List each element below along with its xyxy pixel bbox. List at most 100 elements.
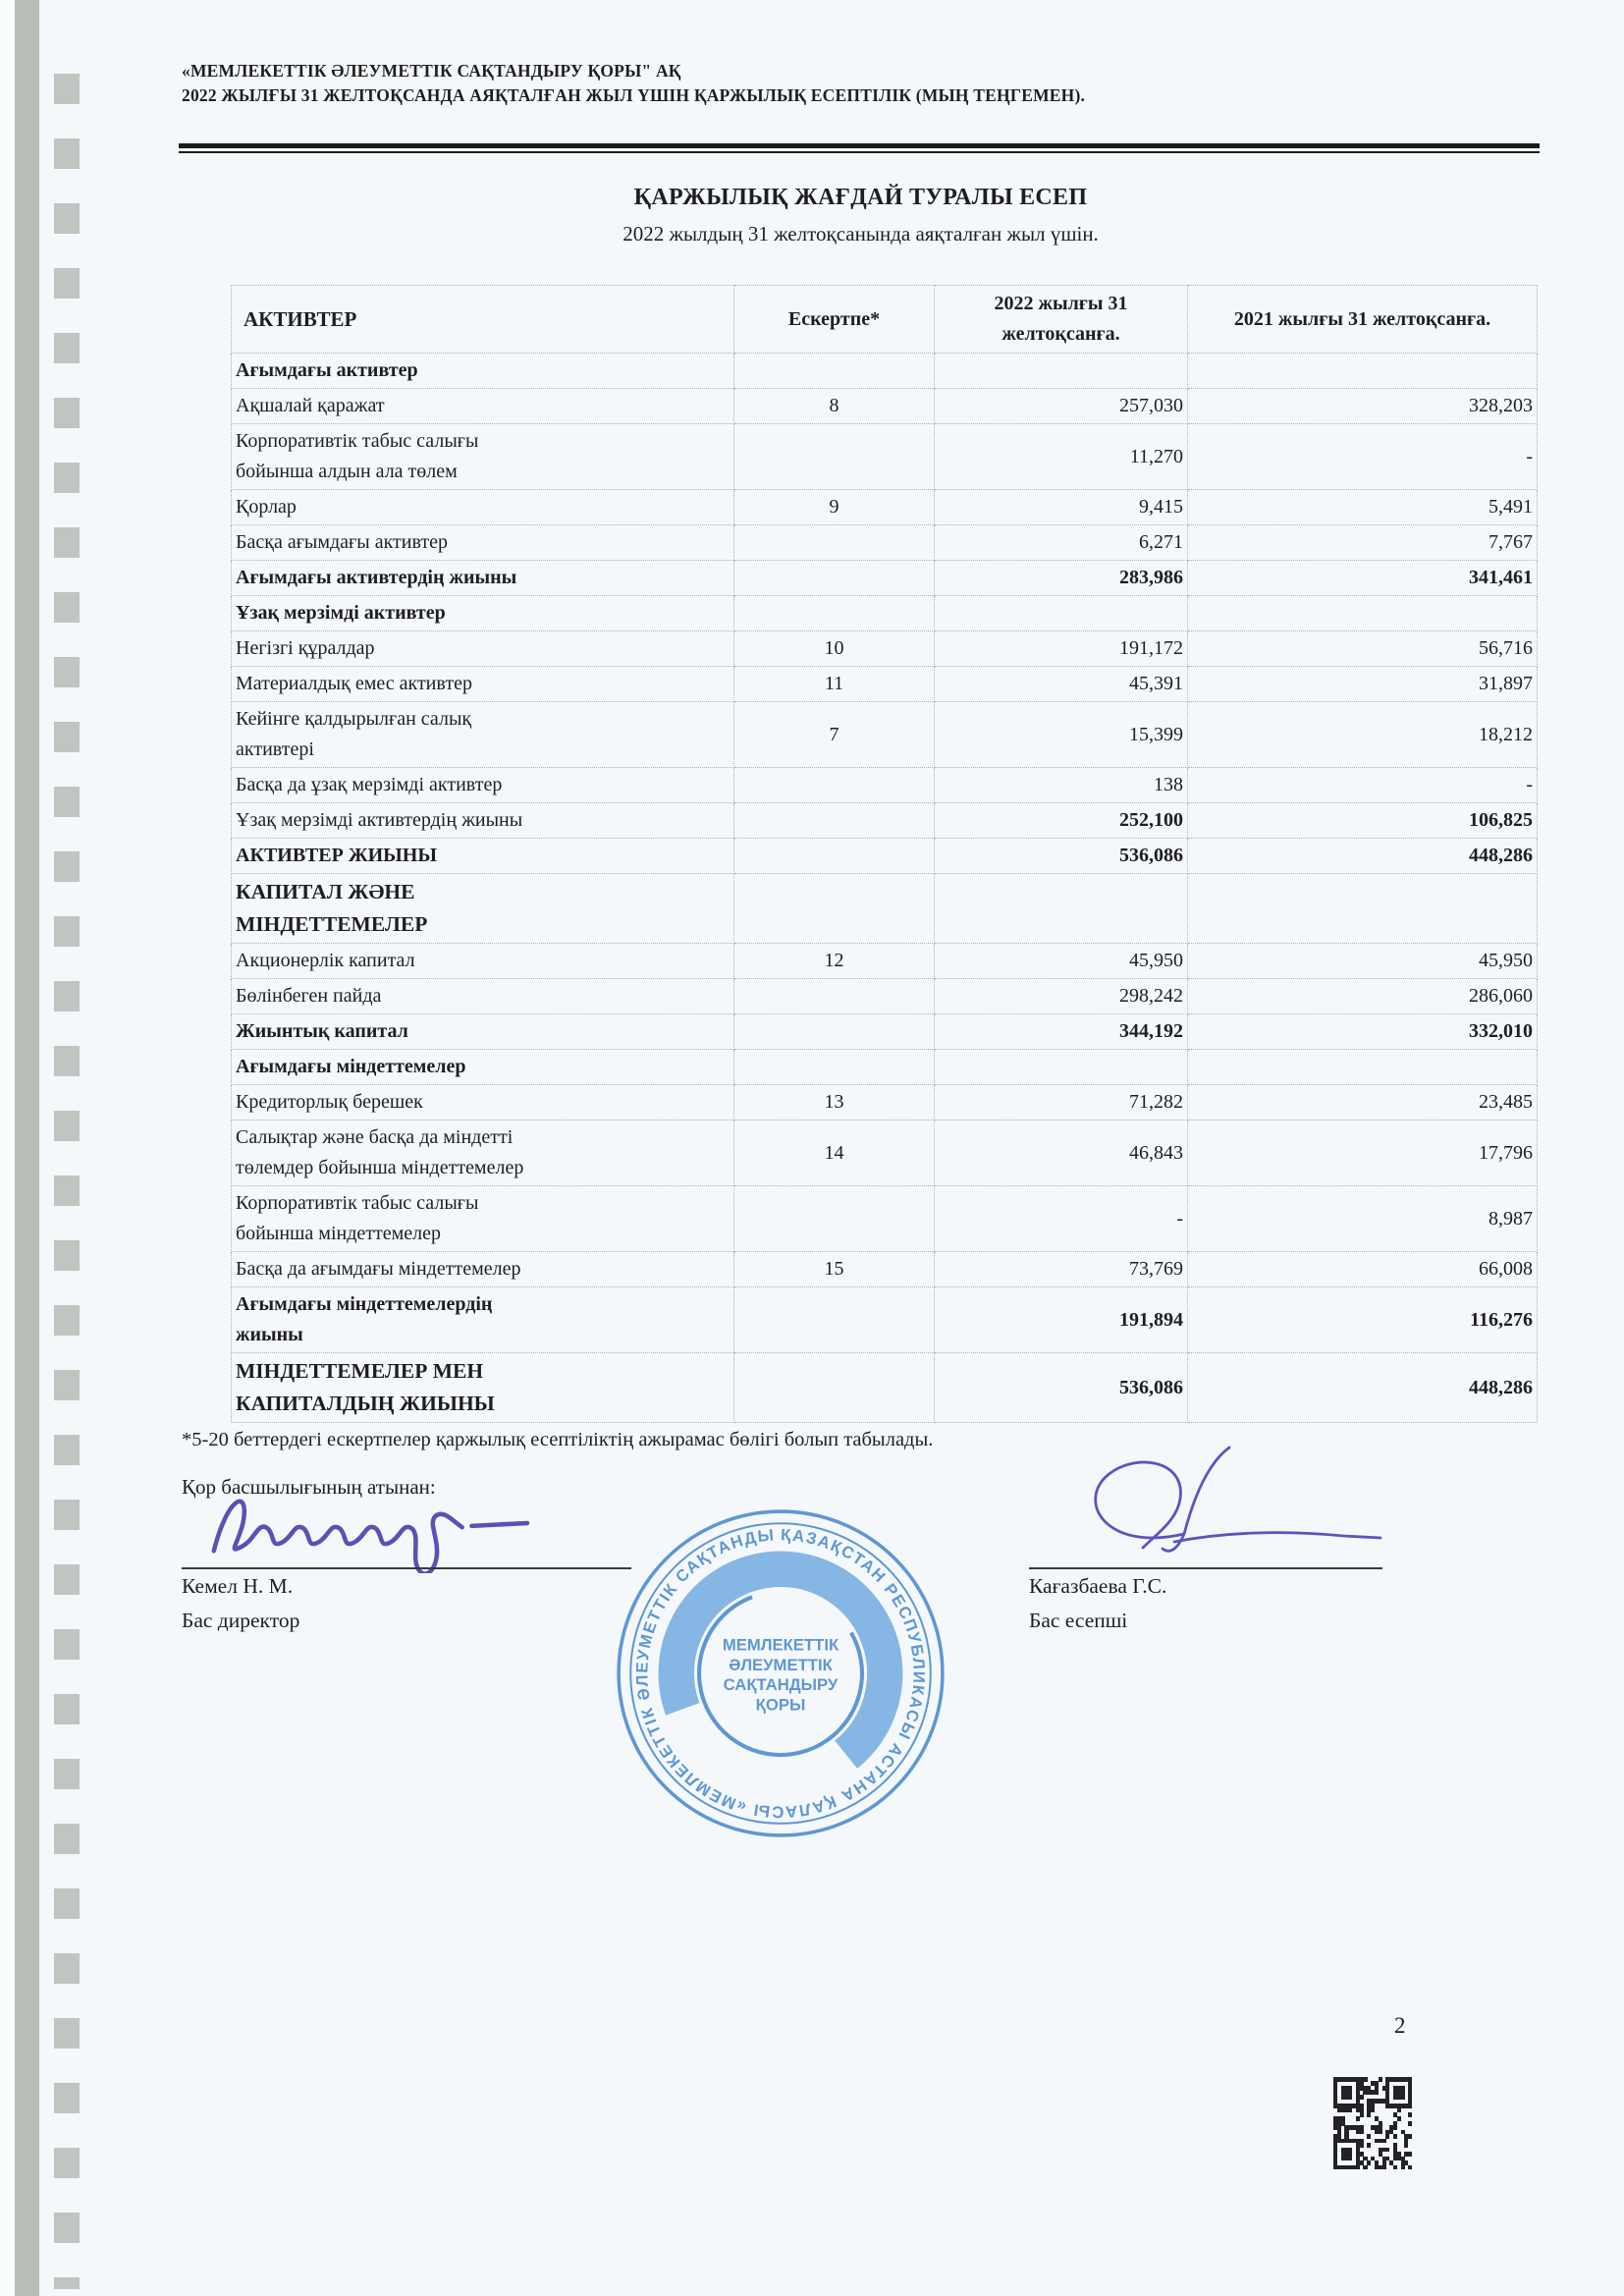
stamp-crescent xyxy=(658,1551,903,1796)
row-value-2021: 7,767 xyxy=(1187,524,1538,561)
row-note: 13 xyxy=(733,1084,935,1121)
stamp-center-line1: МЕМЛЕКЕТТІК xyxy=(723,1636,839,1655)
row-value-2021 xyxy=(1187,595,1538,631)
table-row: Ағымдағы міндеттемелердің жиыны 191,894 … xyxy=(231,1286,1538,1353)
column-header-note: Ескертпе* xyxy=(733,285,935,354)
row-value-2022: 6,271 xyxy=(934,524,1188,561)
row-note: 7 xyxy=(733,701,935,768)
row-label: КАПИТАЛ ЖӘНЕ МІНДЕТТЕМЕЛЕР xyxy=(231,873,734,944)
row-value-2021: 45,950 xyxy=(1187,943,1538,979)
row-value-2022: 45,391 xyxy=(934,666,1188,702)
table-row: Басқа да ағымдағы міндеттемелер 15 73,76… xyxy=(231,1251,1538,1287)
report-title: ҚАРЖЫЛЫҚ ЖАҒДАЙ ТУРАЛЫ ЕСЕП xyxy=(633,185,1088,210)
accountant-title: Бас есепші xyxy=(1029,1609,1128,1632)
row-value-2021: 116,276 xyxy=(1187,1286,1538,1353)
row-note xyxy=(733,560,935,596)
row-note xyxy=(733,978,935,1014)
row-value-2022: 191,894 xyxy=(934,1286,1188,1353)
accountant-name: Кағазбаева Г.С. xyxy=(1029,1574,1167,1598)
column-header-assets: АКТИВТЕР xyxy=(231,285,734,354)
row-value-2021: 448,286 xyxy=(1187,1352,1538,1423)
row-label: АКТИВТЕР ЖИЫНЫ xyxy=(231,838,734,874)
page-number: 2 xyxy=(1394,2013,1406,2038)
row-value-2022: 11,270 xyxy=(934,423,1188,490)
row-value-2022: 71,282 xyxy=(934,1084,1188,1121)
row-value-2022: 73,769 xyxy=(934,1251,1188,1287)
row-label: Жиынтық капитал xyxy=(231,1013,734,1050)
table-row: Корпоративтік табыс салығы бойынша алдын… xyxy=(231,423,1538,490)
row-label: Бөлінбеген пайда xyxy=(231,978,734,1014)
row-label: Басқа да ұзақ мерзімді активтер xyxy=(231,767,734,803)
row-note xyxy=(733,802,935,839)
row-value-2022: 298,242 xyxy=(934,978,1188,1014)
table-row: МІНДЕТТЕМЕЛЕР МЕН КАПИТАЛДЫҢ ЖИЫНЫ 536,0… xyxy=(231,1352,1538,1423)
table-row: КАПИТАЛ ЖӘНЕ МІНДЕТТЕМЕЛЕР xyxy=(231,873,1538,944)
table-row: Басқа ағымдағы активтер 6,271 7,767 xyxy=(231,524,1538,561)
row-note xyxy=(733,353,935,389)
row-note xyxy=(733,1013,935,1050)
stamp-outer-ring xyxy=(617,1509,945,1837)
row-value-2022: 191,172 xyxy=(934,630,1188,667)
stamp-center-bg xyxy=(703,1596,858,1751)
row-note xyxy=(733,595,935,631)
row-value-2022: 46,843 xyxy=(934,1120,1188,1186)
company-name: «МЕМЛЕКЕТТІК ӘЛЕУМЕТТІК САҚТАНДЫРУ ҚОРЫ"… xyxy=(182,61,681,81)
row-note xyxy=(733,838,935,874)
header-divider xyxy=(179,143,1540,153)
row-value-2022 xyxy=(934,595,1188,631)
accountant-signature-ink xyxy=(1094,1446,1382,1553)
row-value-2021: 23,485 xyxy=(1187,1084,1538,1121)
row-note xyxy=(733,873,935,944)
accountant-signature-line xyxy=(1029,1567,1382,1569)
row-value-2021: 17,796 xyxy=(1187,1120,1538,1186)
row-label: Қорлар xyxy=(231,489,734,525)
table-row: Материалдық емес активтер 11 45,391 31,8… xyxy=(231,666,1538,702)
row-value-2021: 8,987 xyxy=(1187,1185,1538,1252)
company-header: «МЕМЛЕКЕТТІК ӘЛЕУМЕТТІК САҚТАНДЫРУ ҚОРЫ"… xyxy=(182,61,1540,106)
report-subtitle: 2022 жылдың 31 желтоқсанында аяқталған ж… xyxy=(623,222,1099,246)
row-label: Негізгі құралдар xyxy=(231,630,734,667)
row-note: 10 xyxy=(733,630,935,667)
row-label: Кредиторлық берешек xyxy=(231,1084,734,1121)
row-value-2021 xyxy=(1187,1049,1538,1085)
report-period-line: 2022 ЖЫЛҒЫ 31 ЖЕЛТОҚСАНДА АЯҚТАЛҒАН ЖЫЛ … xyxy=(182,85,1086,105)
row-value-2022: 9,415 xyxy=(934,489,1188,525)
table-row: Басқа да ұзақ мерзімді активтер 138 - xyxy=(231,767,1538,803)
row-value-2021: 106,825 xyxy=(1187,802,1538,839)
table-row: Қорлар 9 9,415 5,491 xyxy=(231,489,1538,525)
row-label: МІНДЕТТЕМЕЛЕР МЕН КАПИТАЛДЫҢ ЖИЫНЫ xyxy=(231,1352,734,1423)
table-row: Бөлінбеген пайда 298,242 286,060 xyxy=(231,978,1538,1014)
table-row: Кредиторлық берешек 13 71,282 23,485 xyxy=(231,1084,1538,1121)
row-note: 14 xyxy=(733,1120,935,1186)
balance-sheet-table: АКТИВТЕР Ескертпе* 2022 жылғы 31 желтоқс… xyxy=(231,285,1538,1423)
stamp-center-outline xyxy=(697,1590,864,1757)
table-row: Салықтар және басқа да міндетті төлемдер… xyxy=(231,1120,1538,1186)
director-signature-ink xyxy=(211,1499,530,1573)
row-value-2021: 341,461 xyxy=(1187,560,1538,596)
table-row: Жиынтық капитал 344,192 332,010 xyxy=(231,1013,1538,1050)
row-label: Кейінге қалдырылған салық активтері xyxy=(231,701,734,768)
footnote: *5-20 беттердегі ескертпелер қаржылық ес… xyxy=(182,1429,934,1450)
row-label: Корпоративтік табыс салығы бойынша алдын… xyxy=(231,423,734,490)
director-signature-line xyxy=(182,1567,631,1569)
page-left-edge xyxy=(0,0,15,2296)
row-value-2021: - xyxy=(1187,423,1538,490)
table-row: Акционерлік капитал 12 45,950 45,950 xyxy=(231,943,1538,979)
balance-table-body: Ағымдағы активтер Ақшалай қаражат 8 257,… xyxy=(231,353,1538,1423)
table-row: Ағымдағы активтердің жиыны 283,986 341,4… xyxy=(231,560,1538,596)
row-label: Ағымдағы міндеттемелер xyxy=(231,1049,734,1085)
table-row: Ағымдағы міндеттемелер xyxy=(231,1049,1538,1085)
row-label: Ақшалай қаражат xyxy=(231,388,734,424)
table-row: Кейінге қалдырылған салық активтері 7 15… xyxy=(231,701,1538,768)
row-value-2021: 332,010 xyxy=(1187,1013,1538,1050)
row-value-2022: 536,086 xyxy=(934,838,1188,874)
row-note xyxy=(733,1286,935,1353)
table-header-row: АКТИВТЕР Ескертпе* 2022 жылғы 31 желтоқс… xyxy=(231,285,1538,354)
row-note xyxy=(733,767,935,803)
row-note xyxy=(733,524,935,561)
row-value-2021: 5,491 xyxy=(1187,489,1538,525)
row-value-2022 xyxy=(934,353,1188,389)
row-value-2022 xyxy=(934,873,1188,944)
row-value-2021: 66,008 xyxy=(1187,1251,1538,1287)
